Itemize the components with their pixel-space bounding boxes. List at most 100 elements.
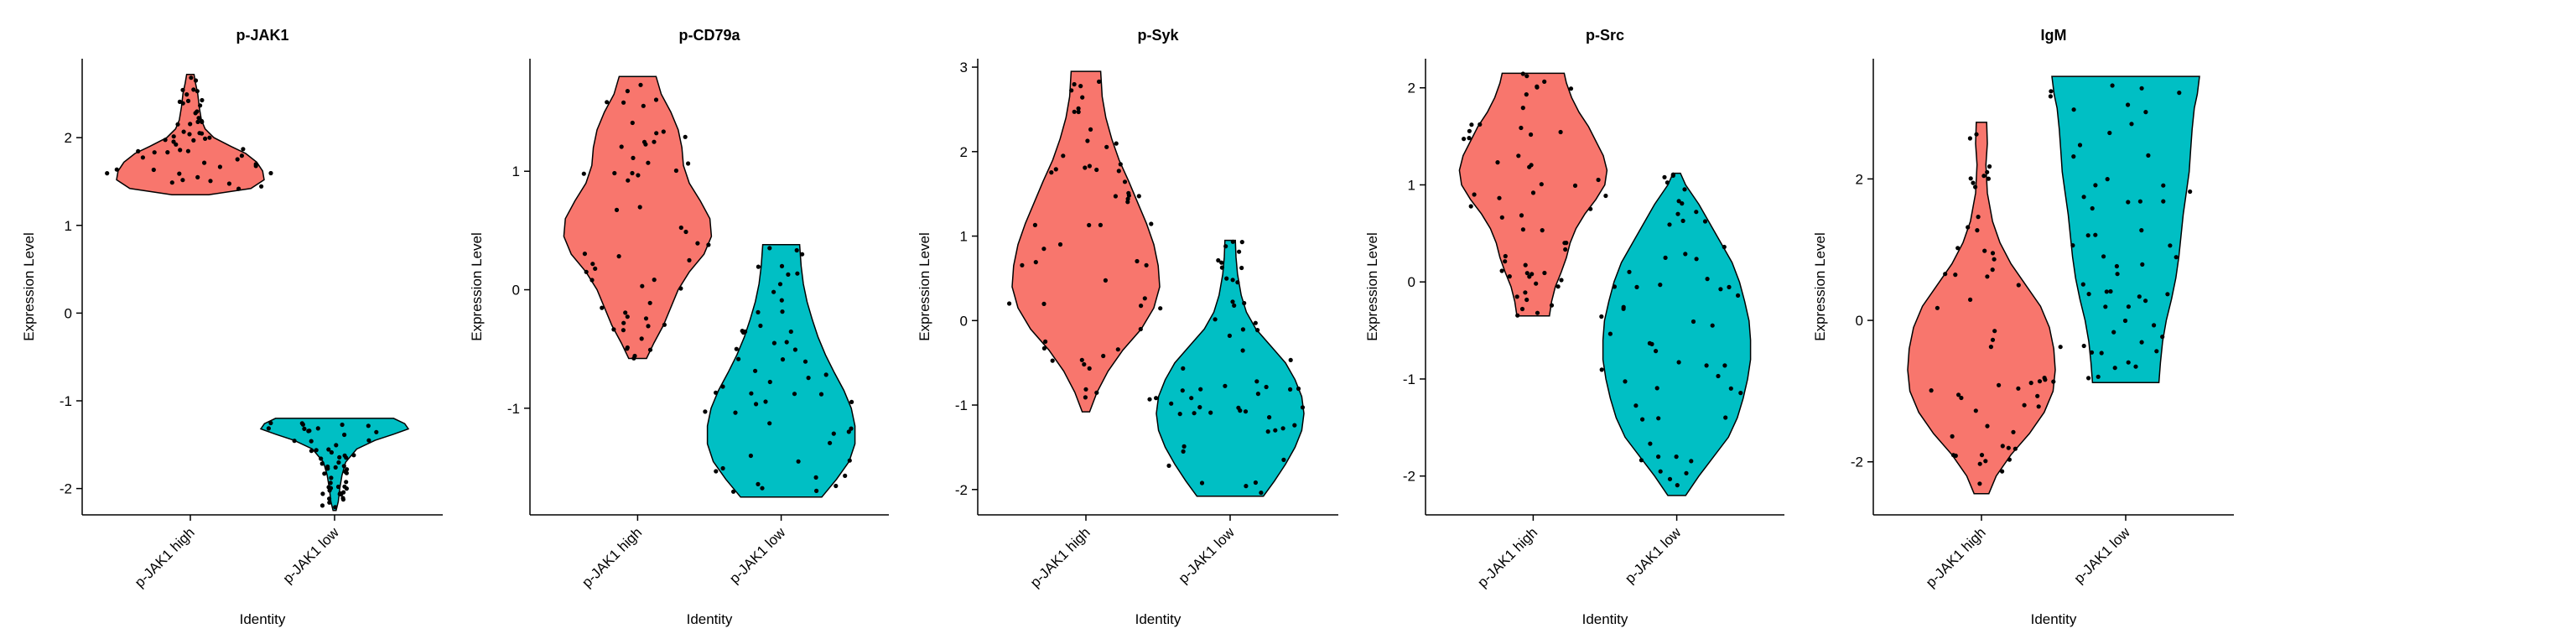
data-point (616, 254, 621, 259)
data-point (1264, 384, 1269, 390)
data-point (1736, 293, 1741, 298)
data-point (662, 322, 667, 327)
data-point (1230, 278, 1235, 283)
data-point (653, 97, 659, 102)
data-point (140, 155, 145, 160)
data-point (636, 173, 641, 178)
data-point (1539, 182, 1544, 187)
data-point (1177, 412, 1182, 417)
data-point (181, 129, 186, 134)
data-point (639, 336, 644, 341)
y-tick-label: -1 (507, 401, 520, 417)
y-tick-label: 0 (960, 313, 968, 329)
violin-low (1156, 239, 1305, 497)
data-point (2168, 243, 2173, 248)
data-point (1507, 274, 1512, 279)
data-point (1088, 127, 1093, 132)
data-point (1076, 109, 1081, 115)
data-point (1694, 257, 1699, 262)
data-point (1654, 386, 1659, 391)
data-point (195, 174, 200, 179)
data-point (1122, 179, 1128, 184)
data-point (2077, 143, 2083, 148)
data-point (2115, 272, 2120, 277)
data-point (1281, 457, 1286, 463)
data-point (1959, 395, 1964, 401)
data-point (1072, 109, 1077, 114)
data-point (319, 461, 325, 466)
data-point (180, 101, 185, 106)
data-point (1986, 176, 1991, 181)
jitter-points (266, 420, 379, 510)
data-point (654, 131, 659, 136)
data-point (1288, 387, 1293, 392)
data-point (625, 89, 631, 94)
data-point (771, 340, 777, 345)
data-point (314, 448, 319, 453)
data-point (1050, 358, 1055, 363)
data-point (2080, 282, 2085, 287)
data-point (1649, 341, 1654, 346)
data-point (1977, 481, 1982, 486)
data-point (1953, 453, 1958, 459)
data-point (800, 252, 805, 257)
data-point (1716, 373, 1721, 379)
data-point (1144, 262, 1149, 267)
x-axis-label: Identity (240, 611, 286, 627)
data-point (1667, 476, 1673, 481)
data-point (1166, 463, 1171, 469)
data-point (1192, 411, 1197, 416)
data-point (2139, 340, 2144, 345)
data-point (828, 440, 833, 445)
data-point (1667, 222, 1672, 227)
data-point (1219, 260, 1224, 265)
data-point (720, 384, 725, 389)
data-point (341, 464, 346, 469)
data-point (2090, 205, 2095, 211)
data-point (1623, 379, 1628, 384)
data-point (1658, 469, 1663, 474)
data-point (760, 486, 765, 491)
data-point (344, 470, 349, 475)
data-point (792, 347, 798, 352)
data-point (1467, 128, 1472, 133)
data-point (1535, 310, 1540, 315)
data-point (600, 305, 605, 310)
data-point (1564, 241, 1569, 246)
data-point (2016, 283, 2021, 288)
x-tick-label: p-JAK1 high (1027, 524, 1093, 590)
data-point (1682, 187, 1687, 192)
data-point (309, 449, 314, 454)
data-point (1662, 174, 1667, 179)
violin-high (563, 75, 713, 360)
data-point (2112, 366, 2117, 371)
data-point (2161, 199, 2166, 204)
data-point (1197, 405, 1202, 410)
data-point (1082, 361, 1087, 367)
data-point (1180, 388, 1185, 393)
data-point (621, 328, 626, 333)
data-point (2099, 351, 2104, 356)
data-point (1527, 164, 1532, 169)
data-point (1979, 453, 1985, 458)
data-point (734, 346, 739, 351)
data-point (207, 135, 212, 140)
data-point (1116, 169, 1121, 174)
data-point (1710, 323, 1715, 328)
y-tick-label: 3 (960, 60, 968, 75)
data-point (2086, 292, 2091, 297)
data-point (191, 87, 196, 92)
data-point (198, 103, 203, 108)
data-point (1555, 284, 1561, 289)
data-point (611, 327, 616, 332)
data-point (1530, 190, 1536, 195)
jitter-points (1147, 239, 1306, 496)
data-point (623, 310, 628, 315)
y-tick-label: 2 (65, 130, 72, 146)
data-point (637, 205, 642, 210)
data-point (706, 242, 711, 247)
data-point (1147, 397, 1152, 402)
data-point (1992, 257, 1997, 262)
data-point (1527, 274, 1532, 279)
data-point (2110, 83, 2115, 88)
